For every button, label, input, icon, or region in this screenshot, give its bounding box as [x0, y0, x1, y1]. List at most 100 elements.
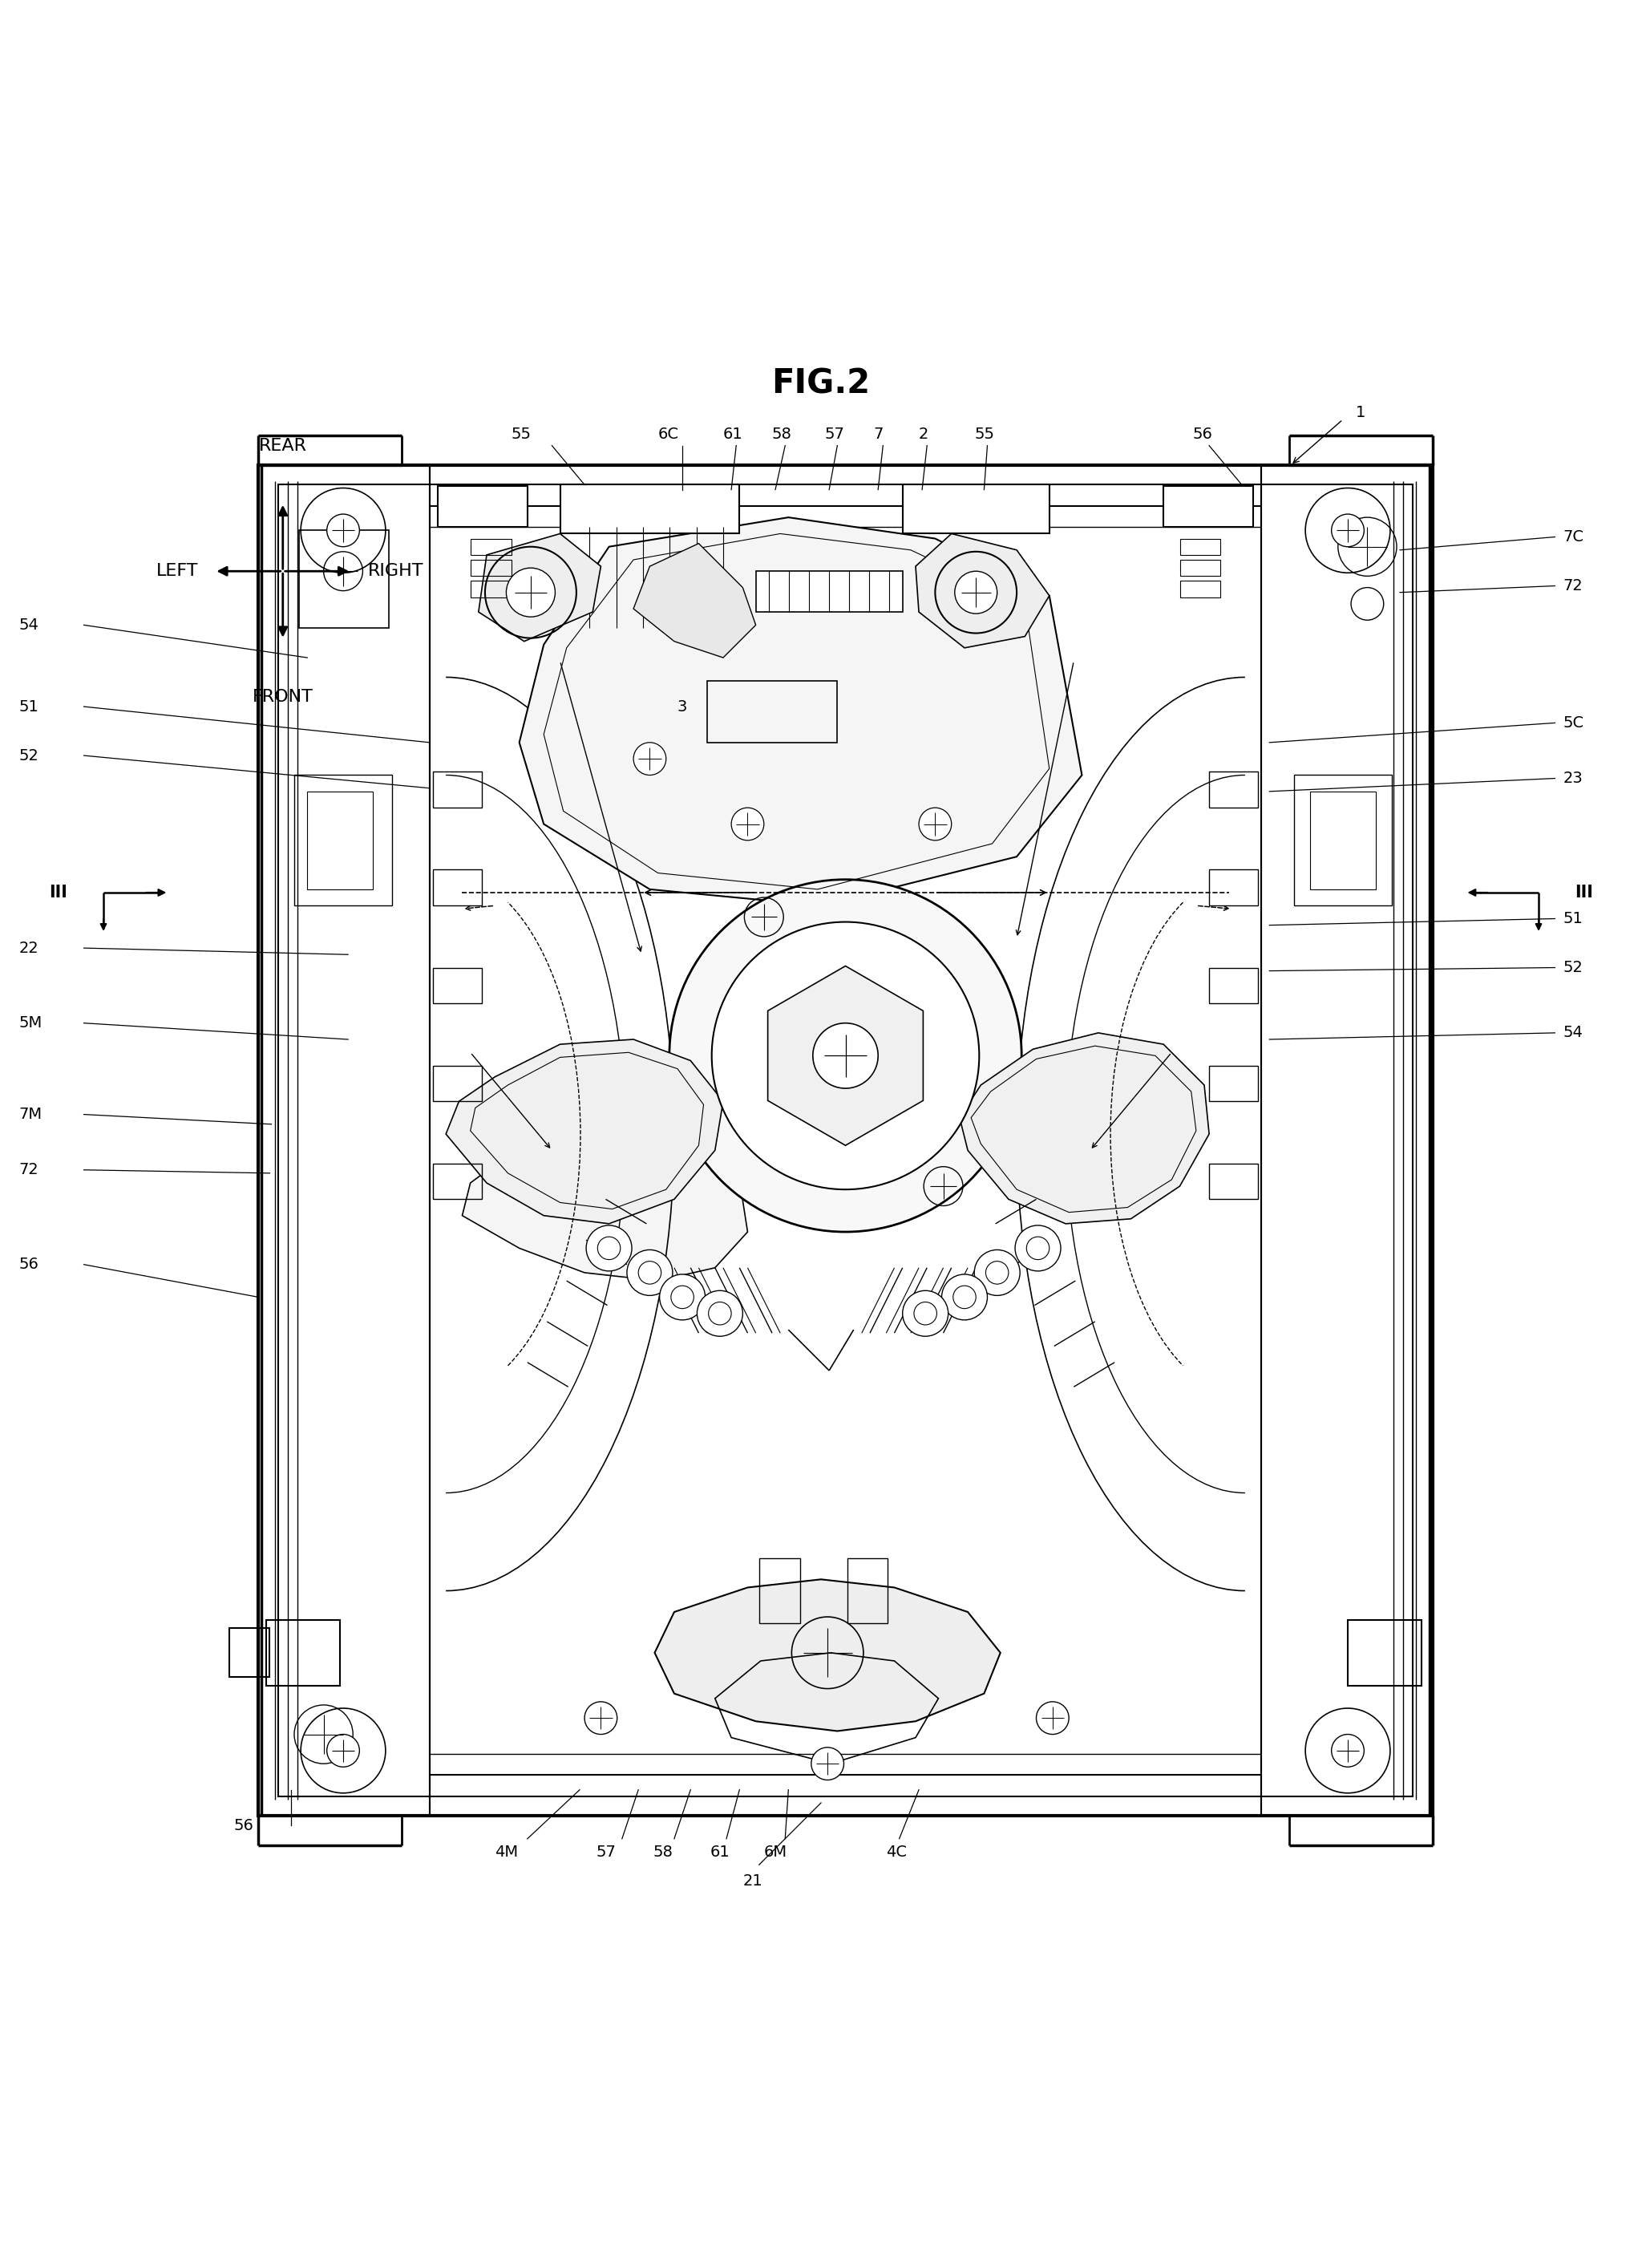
Text: LEFT: LEFT: [156, 562, 199, 578]
Bar: [299, 531, 389, 628]
Text: FRONT: FRONT: [253, 689, 314, 705]
Text: 3: 3: [678, 699, 688, 714]
Circle shape: [813, 1023, 878, 1089]
Text: FIG.2: FIG.2: [772, 367, 870, 401]
Text: 56: 56: [18, 1256, 38, 1272]
Bar: [759, 1558, 800, 1624]
Circle shape: [586, 1225, 632, 1270]
Circle shape: [920, 807, 951, 841]
Bar: [470, 538, 511, 556]
Bar: [1181, 538, 1220, 556]
Text: 22: 22: [18, 941, 38, 955]
Bar: [903, 485, 1049, 533]
Polygon shape: [655, 1579, 1000, 1730]
Bar: [277, 485, 1414, 1796]
Circle shape: [660, 1275, 704, 1320]
Circle shape: [627, 1250, 673, 1295]
Bar: [1294, 776, 1392, 905]
Circle shape: [506, 567, 555, 617]
Text: 54: 54: [1563, 1025, 1583, 1041]
Bar: [294, 776, 392, 905]
Text: 56: 56: [1192, 426, 1213, 442]
Circle shape: [327, 1735, 360, 1767]
Bar: [1164, 485, 1253, 526]
Bar: [266, 1619, 340, 1685]
Text: 6M: 6M: [764, 1844, 787, 1860]
Text: 52: 52: [1563, 959, 1583, 975]
Text: 58: 58: [772, 426, 791, 442]
Text: III: III: [1575, 885, 1593, 900]
Circle shape: [670, 880, 1021, 1232]
Circle shape: [1036, 1701, 1069, 1735]
Text: 5C: 5C: [1563, 714, 1585, 730]
Bar: [1209, 1066, 1258, 1102]
Bar: [438, 485, 527, 526]
Circle shape: [698, 1290, 742, 1336]
Circle shape: [327, 515, 360, 547]
Text: 21: 21: [742, 1873, 762, 1889]
Text: 57: 57: [596, 1844, 616, 1860]
Polygon shape: [447, 1039, 722, 1225]
Circle shape: [585, 1701, 617, 1735]
Text: 61: 61: [722, 426, 742, 442]
Bar: [433, 1066, 481, 1102]
Circle shape: [811, 1746, 844, 1780]
Bar: [470, 581, 511, 596]
Circle shape: [711, 921, 979, 1188]
Circle shape: [941, 1275, 987, 1320]
Bar: [433, 771, 481, 807]
Text: 56: 56: [233, 1819, 255, 1833]
Polygon shape: [959, 1032, 1209, 1225]
Text: 2: 2: [920, 426, 929, 442]
Text: 72: 72: [18, 1161, 38, 1177]
Bar: [1181, 560, 1220, 576]
Bar: [433, 968, 481, 1002]
Polygon shape: [916, 533, 1049, 649]
Text: 51: 51: [1563, 912, 1583, 925]
Text: 52: 52: [18, 748, 38, 762]
Bar: [470, 560, 511, 576]
Circle shape: [634, 742, 667, 776]
Circle shape: [1015, 1225, 1061, 1270]
Bar: [1209, 869, 1258, 905]
Text: 7M: 7M: [18, 1107, 43, 1123]
Bar: [1348, 1619, 1422, 1685]
Bar: [706, 680, 837, 742]
Bar: [1209, 968, 1258, 1002]
Circle shape: [1332, 515, 1365, 547]
Text: III: III: [49, 885, 67, 900]
Text: 54: 54: [18, 617, 38, 633]
Text: REAR: REAR: [259, 438, 307, 454]
Polygon shape: [519, 517, 1082, 905]
Bar: [433, 869, 481, 905]
Bar: [755, 572, 903, 612]
Text: 61: 61: [709, 1844, 731, 1860]
Bar: [307, 792, 373, 889]
Text: 72: 72: [1563, 578, 1583, 594]
Bar: [1209, 771, 1258, 807]
Text: 51: 51: [18, 699, 38, 714]
Text: 6C: 6C: [658, 426, 678, 442]
Bar: [228, 1628, 269, 1678]
Bar: [1310, 792, 1376, 889]
Text: 4M: 4M: [494, 1844, 519, 1860]
Polygon shape: [478, 533, 601, 642]
Text: 55: 55: [511, 426, 530, 442]
Text: 4C: 4C: [887, 1844, 906, 1860]
Circle shape: [954, 572, 997, 615]
Bar: [1209, 1163, 1258, 1200]
Circle shape: [731, 807, 764, 841]
Text: 7C: 7C: [1563, 528, 1585, 544]
Bar: [560, 485, 739, 533]
Circle shape: [903, 1290, 947, 1336]
Polygon shape: [768, 966, 923, 1145]
Text: 23: 23: [1563, 771, 1583, 787]
Bar: [433, 1163, 481, 1200]
Circle shape: [1332, 1735, 1365, 1767]
Bar: [1181, 581, 1220, 596]
Text: 57: 57: [824, 426, 844, 442]
Polygon shape: [461, 1120, 747, 1281]
Polygon shape: [634, 544, 755, 658]
Text: 1: 1: [1356, 406, 1366, 420]
Text: 7: 7: [874, 426, 883, 442]
